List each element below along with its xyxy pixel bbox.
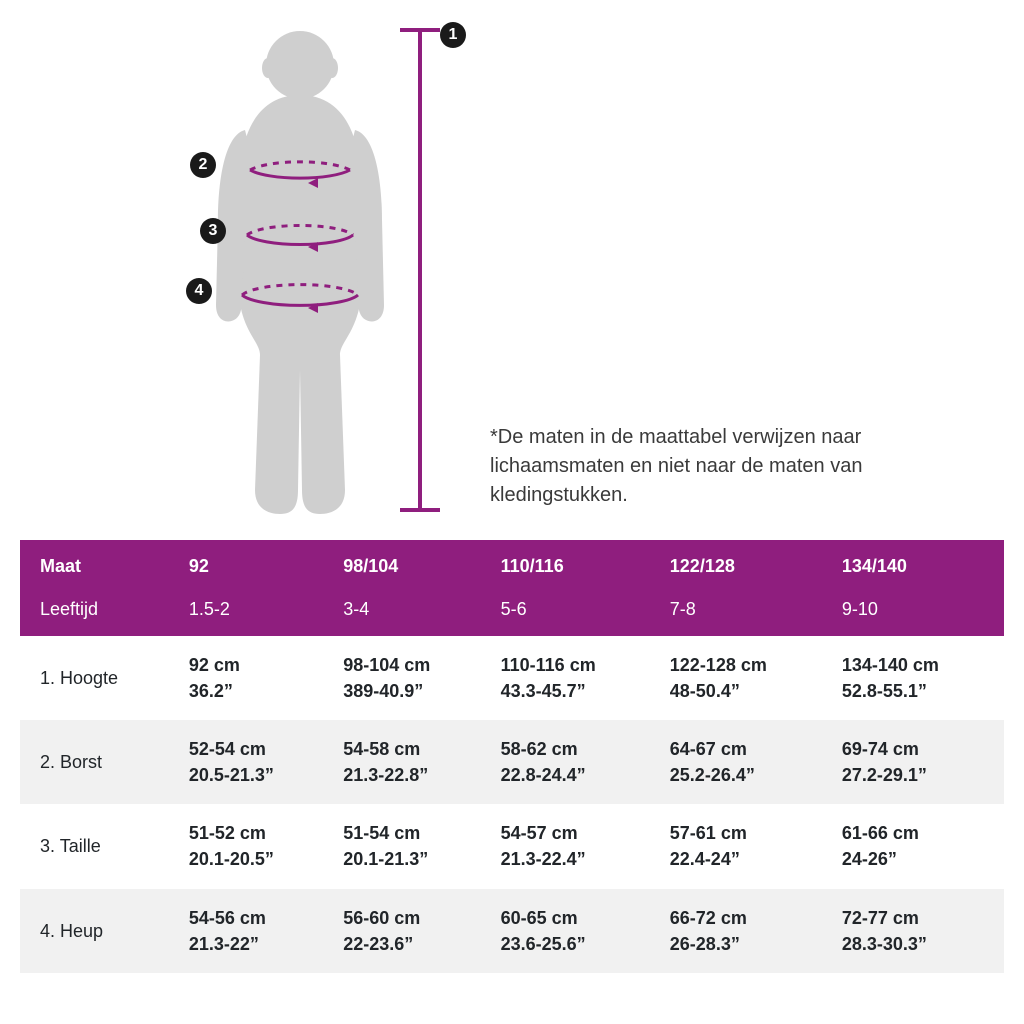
table-row: 1. Hoogte92 cm36.2”98-104 cm389-40.9”110…: [20, 636, 1004, 720]
measurement-cell: 54-58 cm21.3-22.8”: [333, 720, 490, 804]
size-col-2: 110/116: [491, 540, 660, 585]
row-label: 4. Heup: [20, 889, 179, 973]
measurement-cell: 52-54 cm20.5-21.3”: [179, 720, 333, 804]
measurement-cell: 51-52 cm20.1-20.5”: [179, 804, 333, 888]
row-label: 1. Hoogte: [20, 636, 179, 720]
measurement-diagram: 1 2 3 4: [40, 20, 460, 520]
size-note: *De maten in de maattabel verwijzen naar…: [460, 423, 984, 520]
measurement-cell: 58-62 cm22.8-24.4”: [491, 720, 660, 804]
measurement-cell: 98-104 cm389-40.9”: [333, 636, 490, 720]
measurement-cell: 51-54 cm20.1-21.3”: [333, 804, 490, 888]
measurement-cell: 122-128 cm48-50.4”: [660, 636, 832, 720]
measurement-cell: 61-66 cm24-26”: [832, 804, 1004, 888]
size-col-0: 92: [179, 540, 333, 585]
size-col-4: 134/140: [832, 540, 1004, 585]
size-col-1: 98/104: [333, 540, 490, 585]
age-col-2: 5-6: [491, 585, 660, 636]
measurement-cell: 64-67 cm25.2-26.4”: [660, 720, 832, 804]
measurement-cell: 56-60 cm22-23.6”: [333, 889, 490, 973]
row-label: 3. Taille: [20, 804, 179, 888]
row-label: 2. Borst: [20, 720, 179, 804]
table-row: 2. Borst52-54 cm20.5-21.3”54-58 cm21.3-2…: [20, 720, 1004, 804]
age-col-4: 9-10: [832, 585, 1004, 636]
age-col-0: 1.5-2: [179, 585, 333, 636]
measurement-cell: 60-65 cm23.6-25.6”: [491, 889, 660, 973]
age-col-1: 3-4: [333, 585, 490, 636]
marker-2-badge: 2: [190, 152, 216, 178]
table-row: 3. Taille51-52 cm20.1-20.5”51-54 cm20.1-…: [20, 804, 1004, 888]
measurement-cell: 69-74 cm27.2-29.1”: [832, 720, 1004, 804]
age-col-3: 7-8: [660, 585, 832, 636]
measurement-cell: 134-140 cm52.8-55.1”: [832, 636, 1004, 720]
marker-1-badge: 1: [440, 22, 466, 48]
marker-4-badge: 4: [186, 278, 212, 304]
table-row: 4. Heup54-56 cm21.3-22”56-60 cm22-23.6”6…: [20, 889, 1004, 973]
header-size-label: Maat: [20, 540, 179, 585]
measurement-cell: 110-116 cm43.3-45.7”: [491, 636, 660, 720]
size-table: Maat 92 98/104 110/116 122/128 134/140 L…: [20, 540, 1004, 973]
measurement-cell: 54-57 cm21.3-22.4”: [491, 804, 660, 888]
measurement-cell: 92 cm36.2”: [179, 636, 333, 720]
header-age-label: Leeftijd: [20, 585, 179, 636]
measurement-cell: 54-56 cm21.3-22”: [179, 889, 333, 973]
size-col-3: 122/128: [660, 540, 832, 585]
marker-3-badge: 3: [200, 218, 226, 244]
measurement-cell: 72-77 cm28.3-30.3”: [832, 889, 1004, 973]
measurement-cell: 57-61 cm22.4-24”: [660, 804, 832, 888]
measurement-cell: 66-72 cm26-28.3”: [660, 889, 832, 973]
